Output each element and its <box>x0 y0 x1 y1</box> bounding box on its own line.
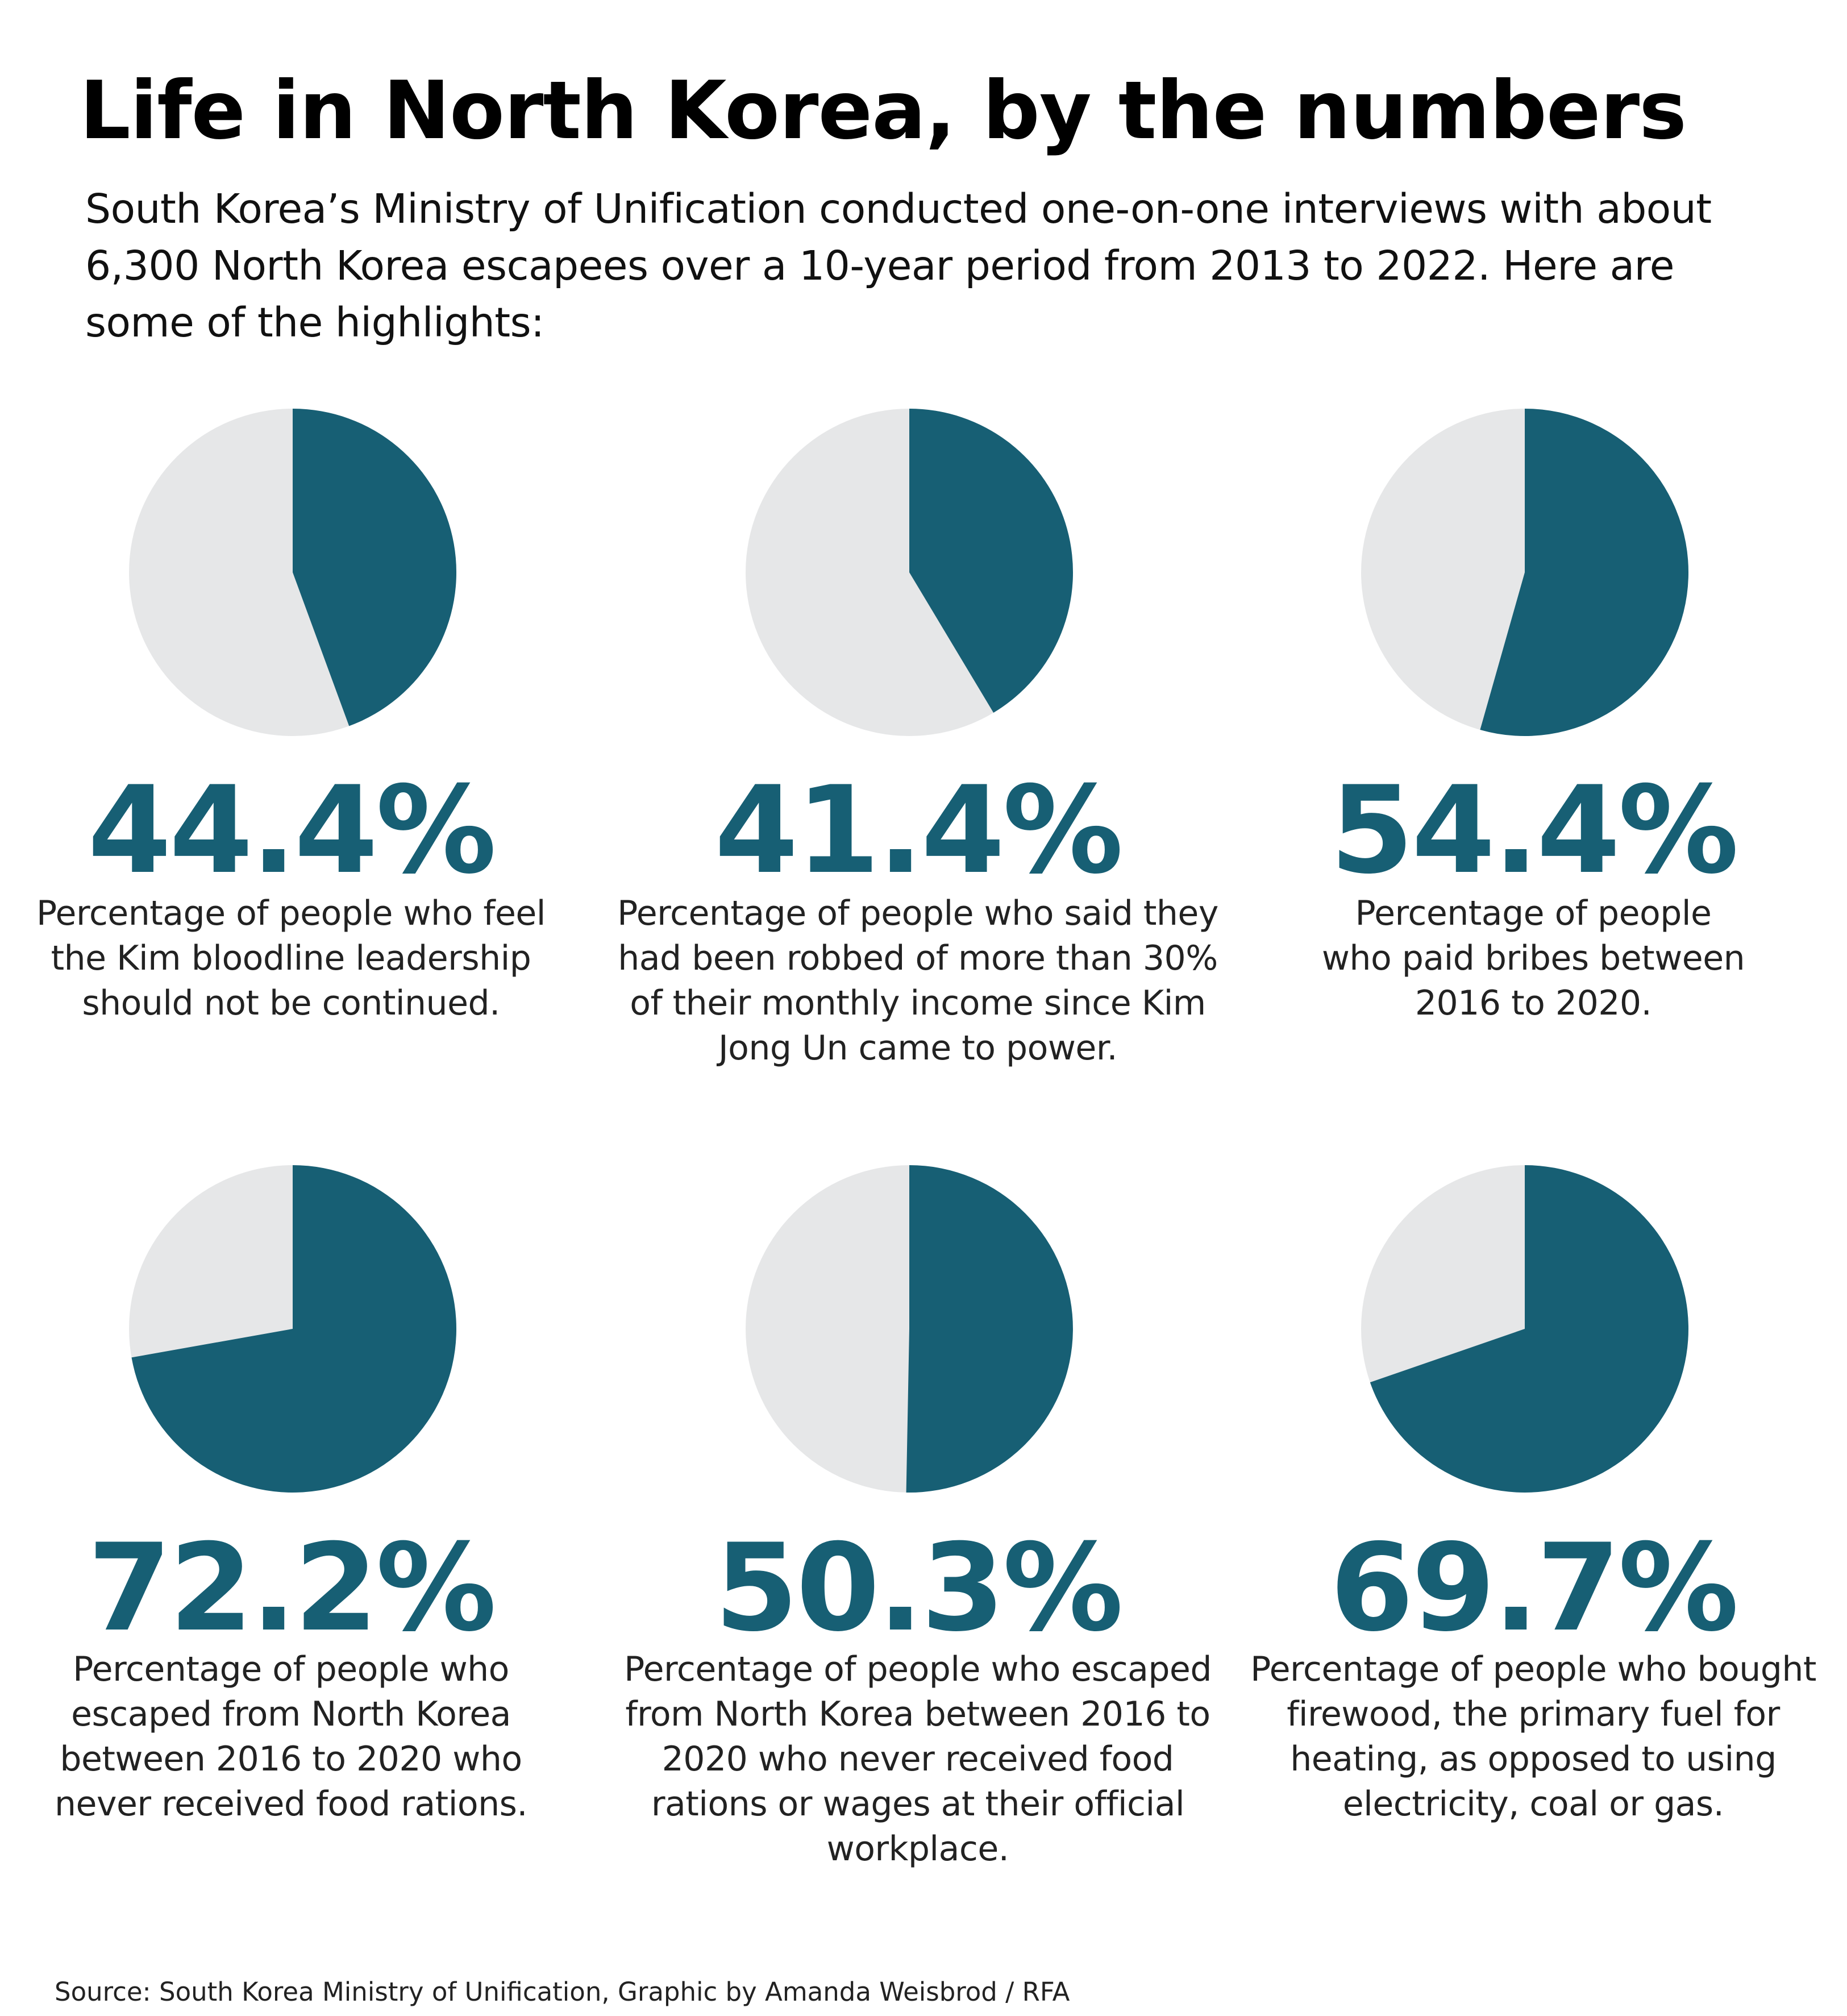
pie-chart-4 <box>129 1165 457 1493</box>
stat-description: Percentage of people who bought firewood… <box>1250 1649 1816 1824</box>
stat-percentage: 50.3% <box>714 1518 1123 1658</box>
pie-slice-value <box>906 1165 1073 1493</box>
pie-chart-2 <box>746 409 1074 736</box>
pie-slice-value <box>131 1165 457 1493</box>
stat-percentage: 44.4% <box>88 760 496 900</box>
pie-slice-value <box>293 409 457 726</box>
stat-description: Percentage of people who said they had b… <box>617 893 1218 1068</box>
stat-percentage: 69.7% <box>1330 1518 1738 1658</box>
pie-slice-value <box>1480 409 1689 736</box>
stat-description: Percentage of people who feel the Kim bl… <box>36 893 546 1023</box>
stat-percentage: 54.4% <box>1330 760 1738 900</box>
pie-slice-value <box>909 409 1074 713</box>
stat-percentage: 41.4% <box>714 760 1123 900</box>
stat-description: Percentage of people who escaped from No… <box>55 1649 527 1824</box>
pie-chart-6 <box>1361 1165 1688 1493</box>
page-title: Life in North Korea, by the numbers <box>80 64 1687 157</box>
pie-chart-1 <box>129 409 457 736</box>
pie-chart-3 <box>1361 409 1689 736</box>
stat-percentage: 72.2% <box>88 1518 496 1658</box>
pie-slice-value <box>1370 1165 1688 1493</box>
page-subtitle: South Korea’s Ministry of Unification co… <box>85 185 1712 346</box>
stat-description: Percentage of people who escaped from No… <box>624 1649 1212 1869</box>
pie-chart-5 <box>746 1165 1073 1493</box>
source-credit: Source: South Korea Ministry of Unificat… <box>55 1977 1070 2007</box>
stat-description: Percentage of people who paid bribes bet… <box>1321 893 1745 1023</box>
